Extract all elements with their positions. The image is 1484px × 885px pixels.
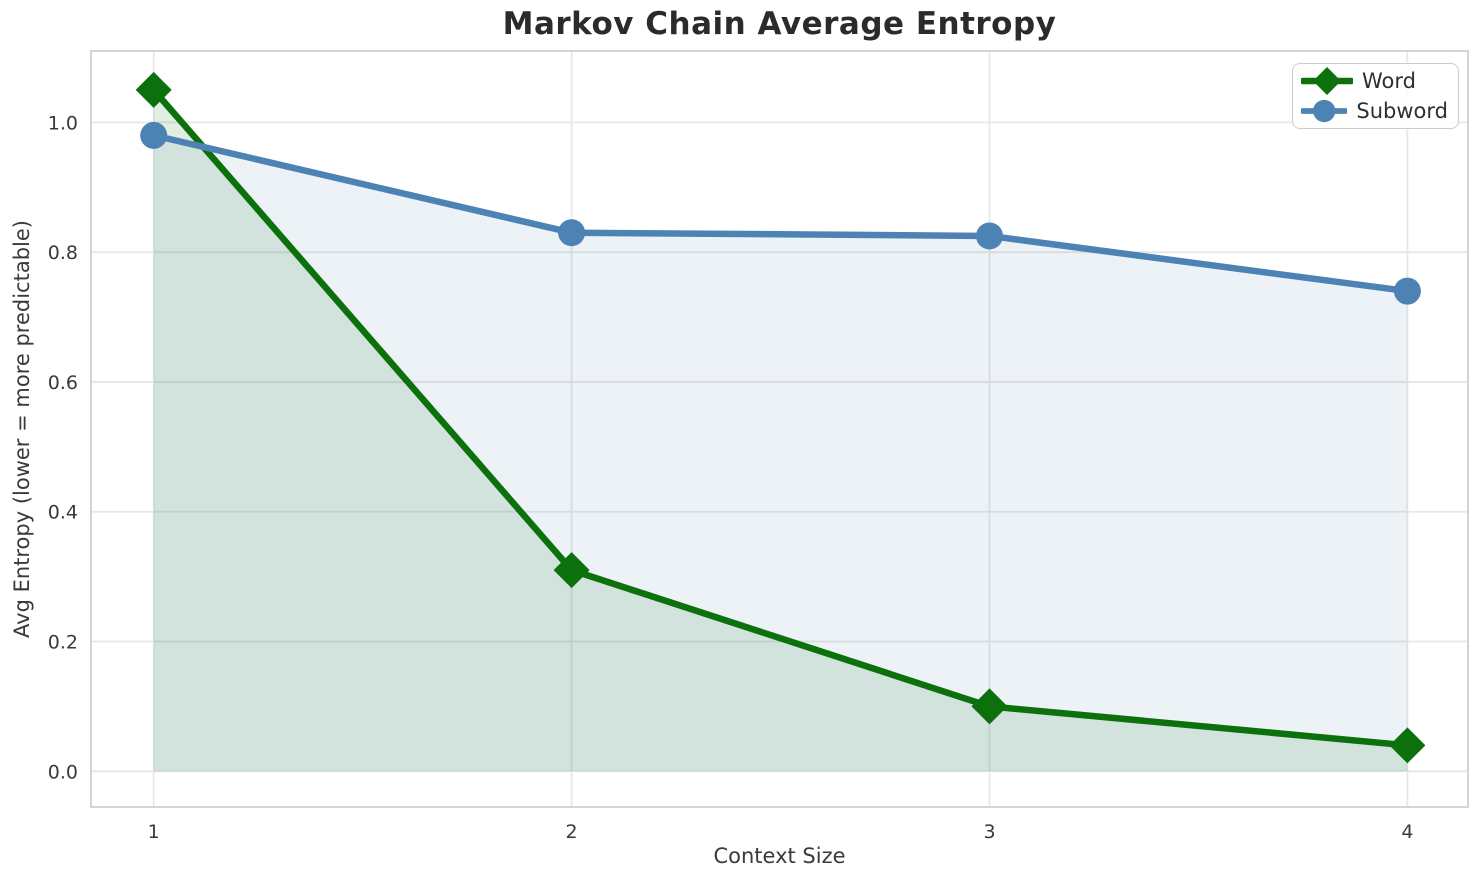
word-area-fill [153, 89, 1408, 772]
legend-item-word: Word [1301, 67, 1448, 95]
x-tick-label: 2 [566, 821, 578, 843]
subword-line [150, 132, 1411, 295]
y-tick-label: 1.0 [48, 112, 78, 134]
word-marker-diamond-icon [135, 71, 172, 108]
word-legend-marker-icon [1301, 67, 1353, 95]
subword-legend-marker-icon [1301, 99, 1348, 123]
word-marker-diamond-icon [971, 688, 1008, 725]
subword-marker-circle-icon [975, 222, 1003, 250]
subword-area-fill [153, 135, 1408, 772]
legend: Word Subword [1292, 63, 1459, 129]
legend-item-subword: Subword [1301, 97, 1448, 125]
chart-title: Markov Chain Average Entropy [502, 6, 1057, 42]
x-tick-label: 3 [983, 821, 995, 843]
legend-label: Subword [1356, 98, 1448, 123]
word-marker-diamond-icon [553, 552, 590, 589]
word-marker-diamond-icon [1389, 727, 1426, 764]
legend-label: Word [1362, 68, 1416, 93]
x-tick-label: 4 [1401, 821, 1413, 843]
y-tick-label: 0.2 [48, 632, 78, 654]
word-line [150, 86, 1411, 749]
y-tick-label: 0.6 [48, 372, 78, 394]
x-axis-label: Context Size [713, 844, 846, 868]
y-tick-label: 0.8 [48, 242, 78, 264]
plot-border [90, 50, 1469, 808]
subword-marker-circle-icon [558, 219, 586, 247]
subword-marker-circle-icon [1393, 277, 1421, 305]
x-tick-label: 1 [148, 821, 160, 843]
subword-marker-circle-icon [140, 121, 168, 149]
y-tick-label: 0.4 [48, 502, 78, 524]
y-axis-label: Avg Entropy (lower = more predictable) [10, 220, 34, 638]
y-tick-label: 0.0 [48, 761, 78, 783]
